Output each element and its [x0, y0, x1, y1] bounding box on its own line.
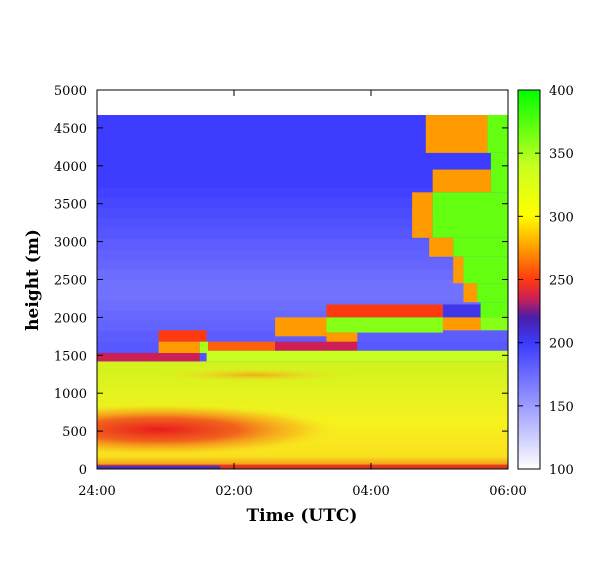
data-region	[490, 152, 508, 193]
data-region	[480, 317, 508, 331]
y-tick-label: 500	[62, 425, 87, 440]
y-tick-label: 2000	[54, 311, 87, 326]
y-tick-label: 2500	[54, 274, 87, 289]
upper-band	[97, 279, 508, 291]
data-region	[158, 330, 207, 342]
data-region	[97, 353, 200, 362]
upper-band	[97, 125, 508, 137]
data-region	[199, 341, 208, 354]
x-tick-label: 06:00	[489, 484, 526, 499]
colorbar-tick-label: 150	[549, 400, 574, 415]
data-region	[326, 332, 358, 344]
data-region	[432, 192, 508, 238]
y-axis: 0 500 1000 1500 2000 2500 3000 3500 4000 4500 5000	[54, 84, 508, 478]
data-region	[442, 304, 481, 318]
y-tick-label: 4000	[54, 160, 87, 175]
y-tick-label: 1500	[54, 349, 87, 364]
upper-band	[97, 197, 508, 208]
colorbar-tick-label: 200	[549, 337, 574, 352]
upper-band	[97, 217, 508, 229]
data-region	[326, 304, 443, 318]
data-region	[275, 341, 358, 351]
upper-band	[97, 135, 508, 147]
colorbar: 100 150 200 250 300 350 400	[517, 84, 574, 478]
y-tick-label: 3000	[54, 236, 87, 251]
orange-patch-mid-level	[158, 368, 351, 382]
y-tick-label: 1000	[54, 387, 87, 402]
upper-band	[97, 289, 508, 301]
colorbar-ticks: 100 150 200 250 300 350 400	[518, 84, 574, 478]
upper-band	[97, 166, 508, 178]
red-core-low-level	[97, 403, 337, 456]
upper-band	[97, 238, 508, 250]
boundary-layer	[97, 361, 508, 469]
data-region	[206, 350, 508, 362]
upper-band	[97, 207, 508, 219]
data-region	[463, 256, 508, 284]
upper-band	[97, 227, 508, 239]
upper-band	[97, 299, 508, 311]
x-tick-label: 04:00	[352, 484, 389, 499]
data-region	[453, 237, 508, 257]
upper-band	[97, 145, 508, 157]
data-region	[453, 256, 464, 284]
data-region	[429, 237, 454, 257]
data-region	[432, 169, 491, 193]
surface-layer-strip	[97, 465, 221, 469]
upper-band	[97, 258, 508, 270]
data-region	[275, 317, 327, 337]
data-region	[158, 341, 200, 354]
data-region	[412, 192, 433, 238]
x-tick-label: 02:00	[215, 484, 252, 499]
data-region	[425, 115, 488, 153]
data-region	[487, 115, 508, 153]
colorbar-tick-label: 250	[549, 274, 574, 289]
upper-band	[97, 248, 508, 260]
colorbar-tick-label: 350	[549, 147, 574, 162]
data-regions	[97, 115, 508, 362]
y-tick-label: 5000	[54, 84, 87, 99]
y-tick-label: 4500	[54, 122, 87, 137]
upper-band	[97, 156, 508, 167]
data-region	[480, 302, 508, 318]
upper-band	[97, 176, 508, 188]
upper-band	[97, 268, 508, 280]
data-region	[477, 283, 508, 303]
heatmap-plot-area	[97, 90, 508, 469]
colorbar-tick-label: 300	[549, 210, 574, 225]
x-tick-label: 24:00	[78, 484, 115, 499]
y-tick-label: 0	[79, 463, 87, 478]
y-tick-label: 3500	[54, 198, 87, 213]
upper-band	[97, 186, 508, 198]
data-region	[463, 283, 478, 303]
colorbar-tick-label: 400	[549, 84, 574, 99]
upper-band	[97, 310, 508, 321]
colorbar-tick-label: 100	[549, 463, 574, 478]
data-region	[207, 341, 276, 351]
y-axis-title: height (m)	[23, 229, 43, 331]
data-region	[326, 317, 443, 333]
data-region	[442, 317, 481, 331]
x-axis-title: Time (UTC)	[247, 506, 358, 526]
x-axis: 24:00 02:00 04:00 06:00	[78, 90, 527, 499]
upper-band	[97, 115, 508, 126]
